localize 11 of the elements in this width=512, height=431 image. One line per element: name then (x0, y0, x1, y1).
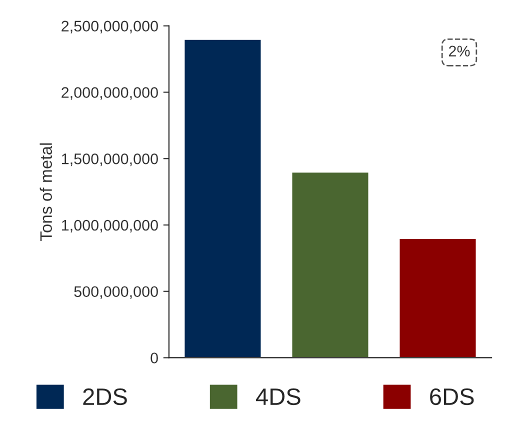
y-tick-label: 500,000,000 (74, 286, 158, 299)
y-tick-label: 2,000,000,000 (62, 87, 158, 100)
legend-label: 4DS (256, 388, 300, 406)
annotation: 2% (448, 46, 470, 56)
y-tick-label: 2,500,000,000 (62, 20, 158, 34)
y-tick-label: 1,000,000,000 (62, 220, 158, 232)
y-tick-label: 1,500,000,000 (62, 153, 158, 166)
y-axis-title: Tons of metal (40, 143, 52, 241)
legend-label: 6DS (430, 388, 474, 406)
legend-label: 2DS (83, 388, 127, 406)
y-tick-label: 0 (150, 352, 158, 364)
